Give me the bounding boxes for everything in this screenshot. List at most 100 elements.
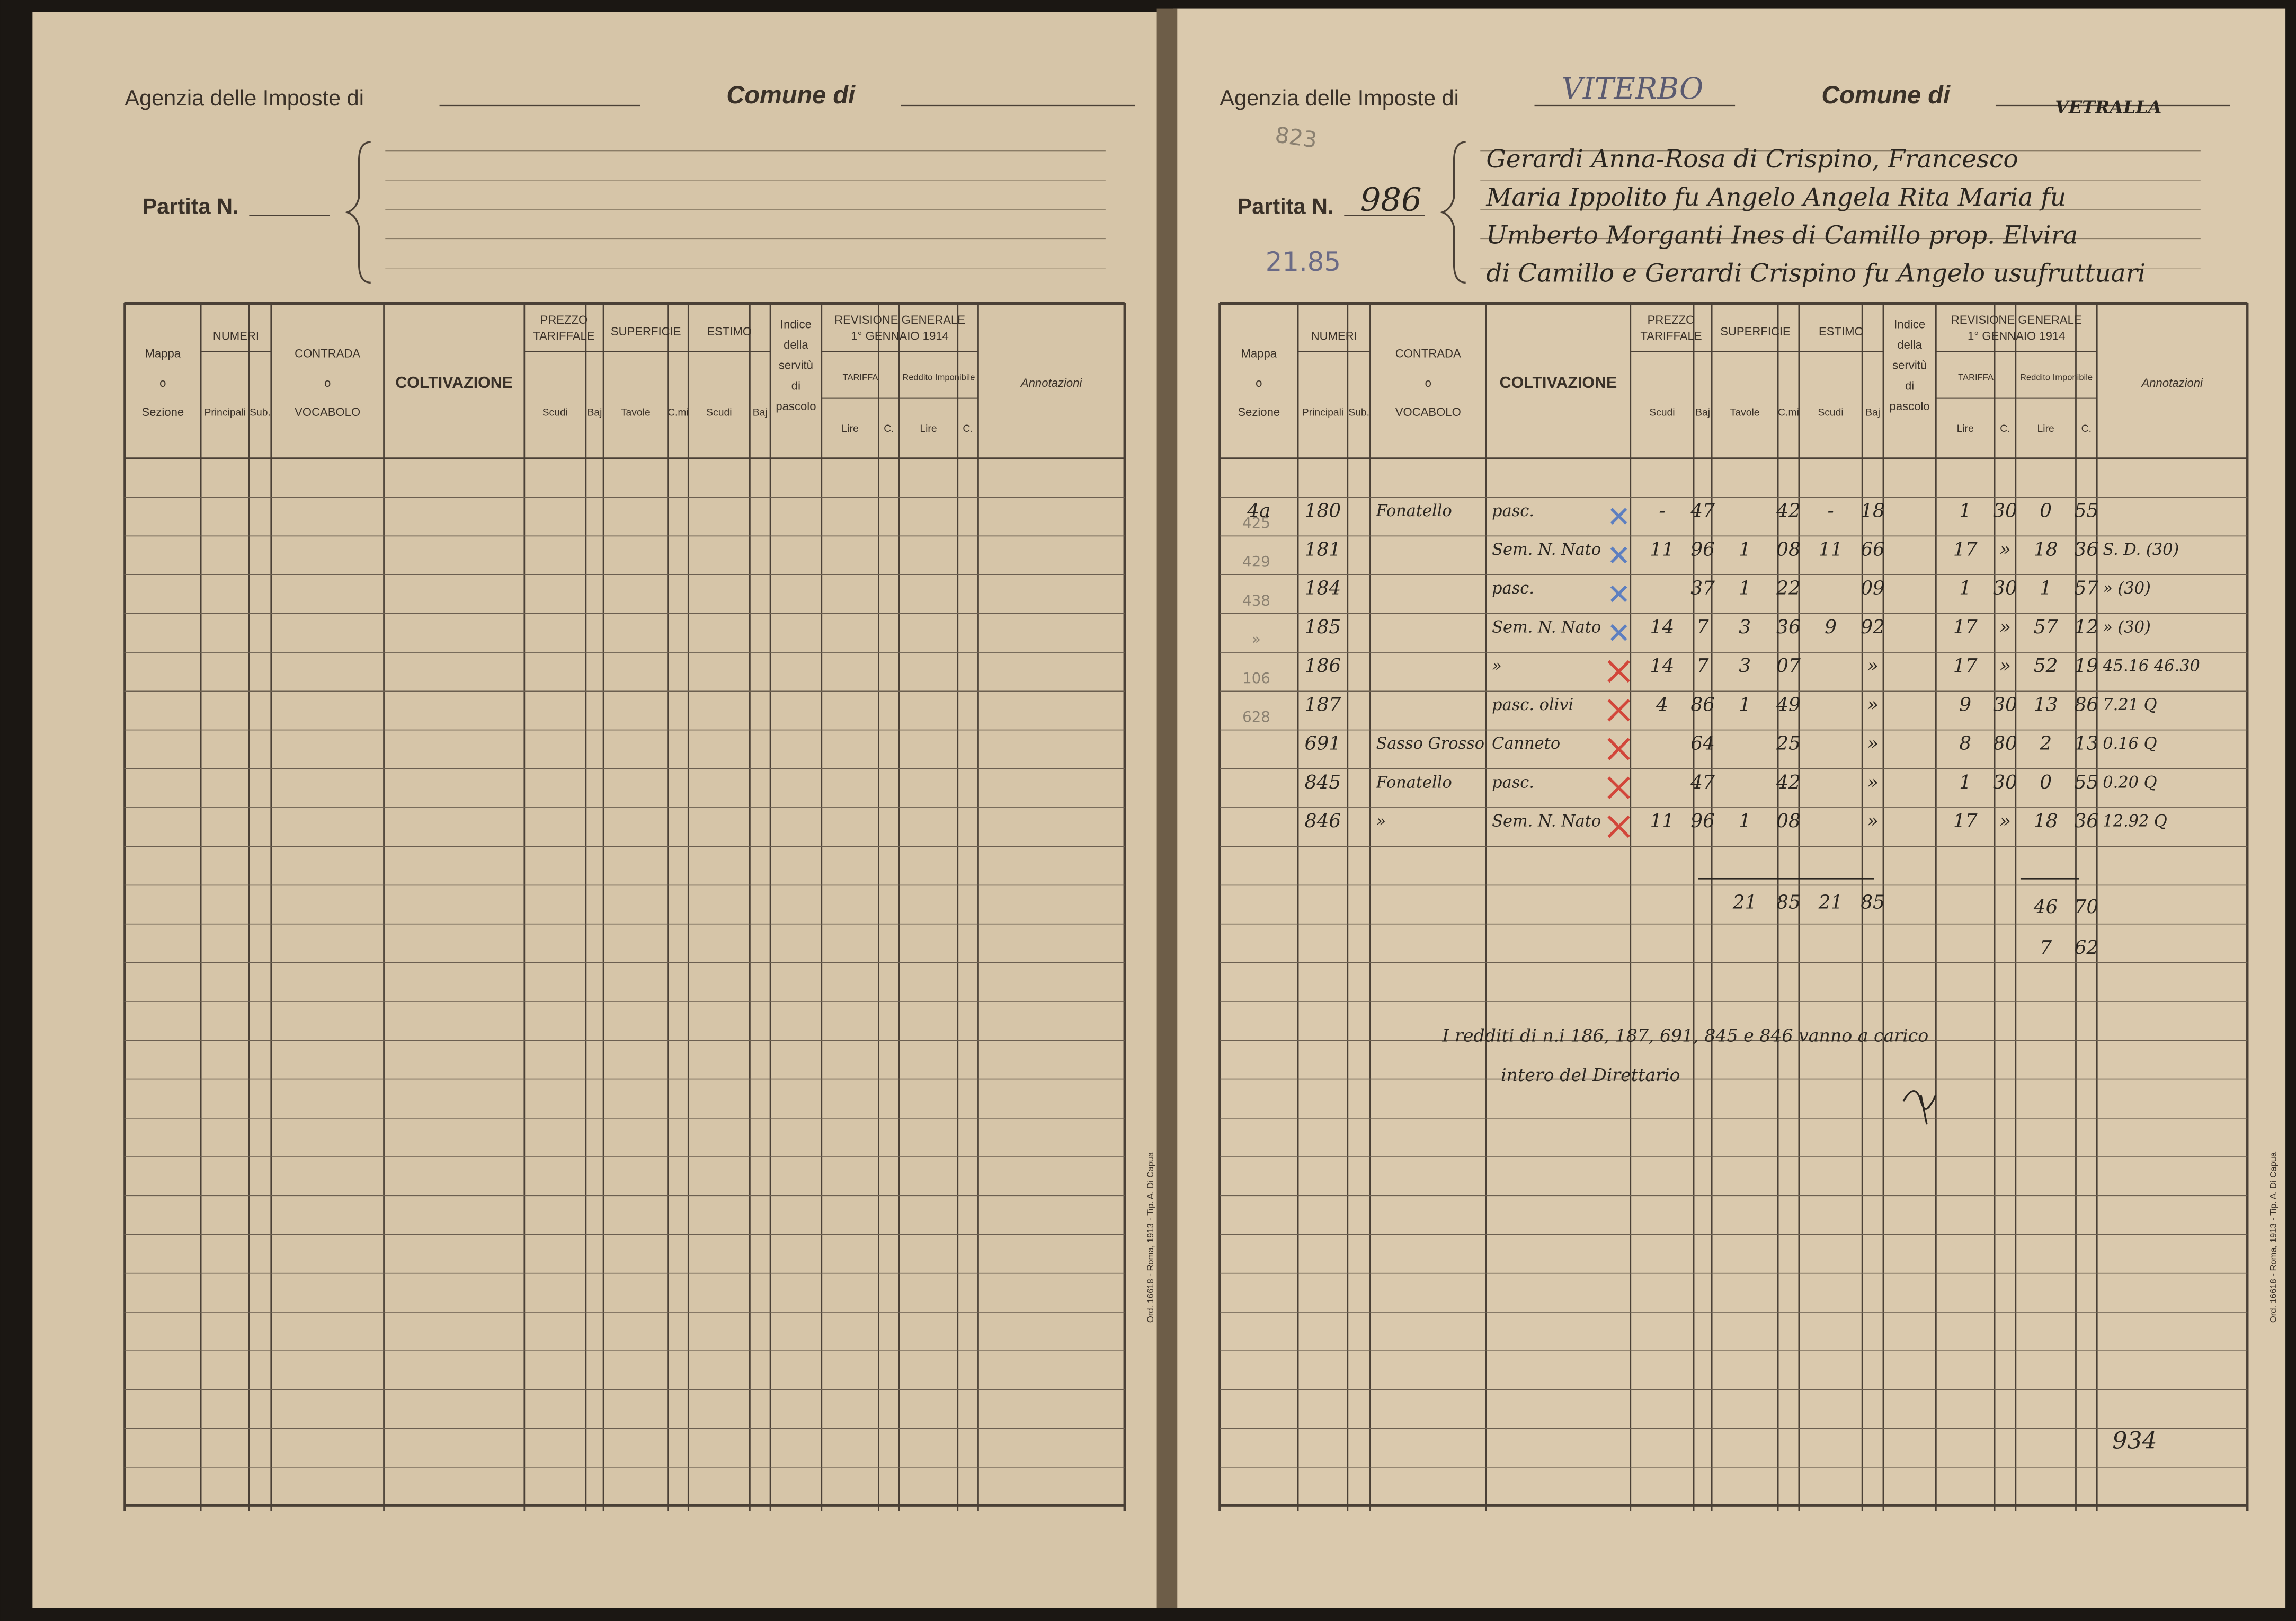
group-header: ESTIMO	[707, 325, 752, 338]
comune-label: Comune di	[1821, 81, 1951, 109]
cell: 1	[1739, 539, 1751, 561]
column-label: Sezione	[1238, 405, 1280, 419]
cell: 1	[1739, 810, 1751, 832]
cell: 0	[2040, 772, 2052, 793]
group-header: PREZZO	[540, 313, 588, 326]
cell: 30	[1993, 500, 2017, 521]
note-line: I redditi di n.i 186, 187, 691, 845 e 84…	[1441, 1025, 1928, 1046]
cell: 1	[2040, 578, 2052, 599]
column-label: Lire	[920, 423, 937, 435]
column-label: Baj	[1865, 406, 1880, 418]
total: 7	[2040, 937, 2052, 959]
column-label: di	[791, 379, 800, 392]
column-label: Sezione	[141, 405, 184, 419]
owner-line: di Camillo e Gerardi Crispino fu Angelo …	[1486, 259, 2146, 288]
column-label: VOCABOLO	[295, 405, 360, 419]
column-label: C.	[884, 423, 894, 435]
cell: 0.20 Q	[2103, 773, 2157, 792]
group-header: REVISIONE GENERALE	[834, 313, 965, 326]
cell: 19	[2075, 655, 2099, 677]
cell: 55	[2075, 500, 2099, 521]
partita-note: 21.85	[1266, 246, 1341, 277]
column-label: servitù	[1892, 359, 1927, 372]
cell: 3	[1739, 655, 1751, 677]
total: 85	[1776, 891, 1801, 913]
column-label: Principali	[204, 406, 246, 418]
group-header: SUPERFICIE	[611, 325, 681, 338]
cell: »	[1999, 616, 2011, 638]
group-header: TARIFFA	[1958, 372, 1994, 382]
group-header: NUMERI	[213, 329, 259, 342]
owner-line: Umberto Morganti Ines di Camillo prop. E…	[1486, 221, 2078, 250]
cell: 18	[2034, 539, 2058, 561]
cell: -	[1659, 500, 1665, 521]
cell: Canneto	[1492, 734, 1560, 753]
margin-note: 628	[1242, 708, 1270, 725]
check-mark	[1610, 546, 1627, 564]
cell: 42	[1776, 500, 1801, 521]
column-label: Sub.	[1348, 406, 1369, 418]
cell: Sem. N. Nato	[1492, 618, 1601, 636]
total: 62	[2075, 937, 2099, 959]
column-label: Scudi	[1649, 406, 1675, 418]
cell: 4	[1656, 694, 1668, 715]
cell: 0	[2040, 500, 2052, 521]
right-page	[1172, 8, 2286, 1608]
cell: 37	[1690, 578, 1715, 599]
check-mark	[1607, 698, 1630, 722]
check-mark	[1607, 776, 1630, 799]
column-label: C.	[963, 423, 973, 435]
cell: 55	[2075, 772, 2099, 793]
margin-note: »	[1252, 631, 1261, 648]
cell: 36	[2075, 539, 2099, 561]
cell: 80	[1993, 733, 2017, 755]
cell: 64	[1690, 733, 1715, 755]
cell: 18	[2034, 810, 2058, 832]
group-header: NUMERI	[1311, 329, 1357, 342]
old-partita: 823	[1274, 122, 1319, 153]
spine	[1156, 8, 1178, 1608]
cell: Sem. N. Nato	[1492, 541, 1601, 559]
column-label: o	[1256, 376, 1262, 389]
cell: » (30)	[2103, 579, 2151, 598]
group-header: Reddito Imponibile	[902, 372, 975, 382]
cell: 30	[1993, 772, 2017, 793]
total: 70	[2075, 896, 2099, 918]
check-mark	[1610, 508, 1627, 525]
cell: S. D. (30)	[2103, 541, 2179, 559]
column-label: servitù	[779, 359, 813, 372]
column-label: C.	[2081, 423, 2092, 435]
cell: »	[1867, 772, 1879, 793]
cell: 7	[1697, 655, 1709, 677]
column-label: COLTIVAZIONE	[395, 374, 513, 392]
column-label: o	[1425, 376, 1431, 389]
cell: 25	[1776, 733, 1801, 755]
agency-label: Agenzia delle Imposte di	[124, 85, 363, 110]
margin-note: 425	[1242, 514, 1270, 532]
partita-label: Partita N.	[1238, 193, 1334, 218]
cell: » (30)	[2103, 618, 2151, 636]
column-label: pascolo	[776, 400, 816, 413]
printer-mark: Ord. 16618 - Roma, 1913 - Tip. A. Di Cap…	[2268, 1151, 2278, 1323]
total: 21	[1732, 891, 1757, 913]
margin-note: 438	[1242, 591, 1270, 609]
cell: 14	[1650, 616, 1675, 638]
cell: 57	[2075, 578, 2099, 599]
cell: 12.92 Q	[2103, 812, 2167, 831]
cell: 17	[1953, 810, 1978, 832]
total: 46	[2033, 896, 2058, 918]
cell: 18	[1861, 500, 1885, 521]
column-label: Annotazioni	[1020, 376, 1083, 389]
cell: 1	[1739, 578, 1751, 599]
note-line: intero del Direttario	[1501, 1065, 1680, 1085]
cell: »	[1867, 655, 1879, 677]
cell: pasc. olivi	[1492, 696, 1573, 714]
cell: 08	[1776, 810, 1801, 832]
cell: 184	[1305, 578, 1341, 599]
group-header: SUPERFICIE	[1720, 325, 1791, 338]
cell: »	[1867, 694, 1879, 715]
column-label: Baj	[1695, 406, 1710, 418]
total: 85	[1861, 891, 1885, 913]
group-header: PREZZO	[1648, 313, 1695, 326]
